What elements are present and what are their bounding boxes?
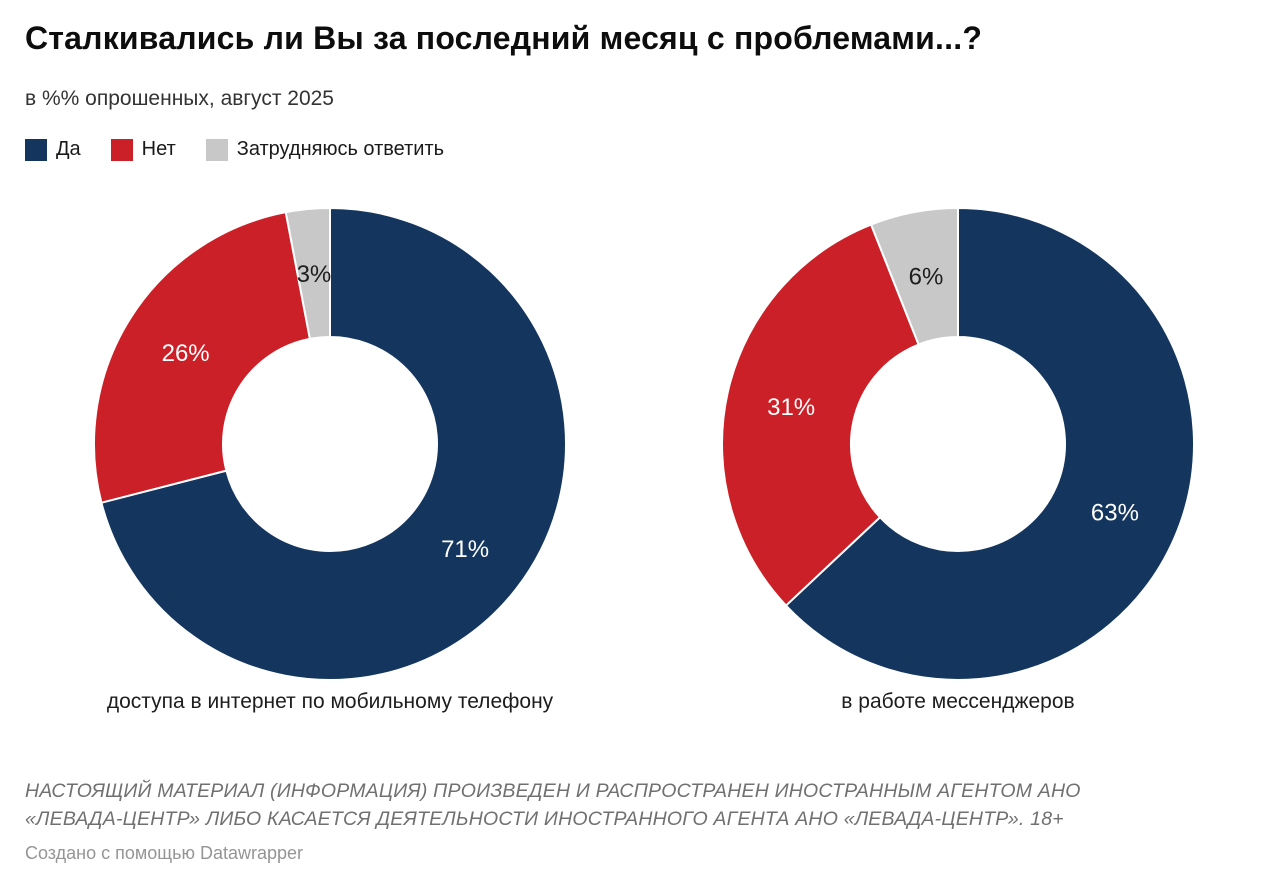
- legend-swatch: [110, 138, 133, 161]
- disclaimer-line-1: НАСТОЯЩИЙ МАТЕРИАЛ (ИНФОРМАЦИЯ) ПРОИЗВЕД…: [25, 780, 1081, 802]
- disclaimer-line-2: «ЛЕВАДА-ЦЕНТР» ЛИБО КАСАЕТСЯ ДЕЯТЕЛЬНОСТ…: [25, 808, 1064, 830]
- page-title: Сталкивались ли Вы за последний месяц с …: [25, 20, 983, 56]
- datawrapper-credit[interactable]: Создано с помощью Datawrapper: [25, 843, 304, 863]
- pie-slice-да[interactable]: [100, 207, 567, 681]
- legend-label: Затрудняюсь ответить: [236, 138, 445, 160]
- pie-slice-затрудняюсь-ответить[interactable]: [870, 207, 959, 346]
- chart-subtitle: в %% опрошенных, август 2025: [25, 87, 334, 110]
- legend-swatch: [205, 138, 228, 161]
- pie-slice-value-label: 6%: [909, 263, 944, 290]
- pie-slice-value-label: 71%: [441, 536, 489, 563]
- left-donut-caption: доступа в интернет по мобильному телефон…: [106, 690, 554, 713]
- legend-swatch: [25, 138, 47, 161]
- legend-item-3: Затрудняюсь ответить: [205, 138, 445, 161]
- pie-slice-value-label: 3%: [297, 261, 332, 288]
- pie-slice-нет[interactable]: [93, 211, 311, 504]
- pie-slice-затрудняюсь-ответить[interactable]: [284, 207, 331, 340]
- right-donut-caption: в работе мессенджеров: [841, 690, 1075, 713]
- pie-slice-value-label: 63%: [1091, 499, 1139, 526]
- pie-slice-value-label: 26%: [162, 340, 210, 367]
- legend-item-1: Да: [25, 138, 81, 161]
- legend-label: Да: [56, 138, 81, 160]
- legend-label: Нет: [141, 138, 176, 160]
- legend-item-2: Нет: [110, 138, 176, 161]
- pie-slice-нет[interactable]: [721, 223, 920, 607]
- pie-slice-да[interactable]: [784, 207, 1195, 681]
- legend: Да Нет Затрудняюсь ответить: [25, 138, 444, 161]
- foreign-agent-disclaimer: НАСТОЯЩИЙ МАТЕРИАЛ (ИНФОРМАЦИЯ) ПРОИЗВЕД…: [25, 777, 1081, 833]
- donut-charts: 71% 26% 3% 63% 31% 6%: [93, 207, 1195, 681]
- pie-slice-value-label: 31%: [767, 394, 815, 421]
